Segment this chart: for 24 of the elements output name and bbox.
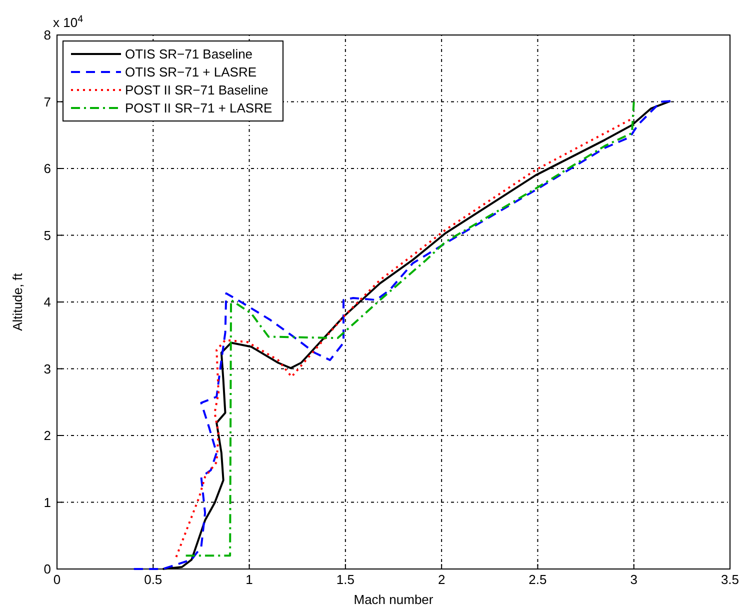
y-tick-label: 4	[44, 294, 51, 310]
legend-label: POST II SR−71 Baseline	[125, 82, 268, 98]
y-axis-title: Altitude, ft	[10, 272, 25, 331]
y-tick-label: 1	[44, 494, 51, 510]
x-tick-label: 3.5	[720, 572, 740, 587]
text: x 10$^{4}$	[53, 14, 84, 30]
x-tick-label: 3	[630, 572, 638, 587]
y-tick-label: 2	[44, 428, 51, 443]
y-tick-label: 8	[44, 28, 51, 42]
y-tick-label: 5	[44, 228, 51, 243]
legend-label: OTIS SR−71 + LASRE	[125, 64, 257, 80]
y-tick-label: 0	[44, 562, 51, 576]
x-tick-label: 1	[246, 572, 253, 587]
x-tick-label: 2.5	[528, 572, 547, 587]
x-tick-label: 0	[53, 572, 61, 587]
x-axis-title: Mach number	[354, 592, 434, 607]
legend-label: POST II SR−71 + LASRE	[125, 100, 272, 116]
legend-label: OTIS SR−71 Baseline	[125, 46, 253, 62]
x-tick-label: 0.5	[144, 572, 162, 587]
y-tick-label: 3	[44, 361, 51, 376]
x-tick-label: 2	[438, 572, 446, 587]
y-tick-label: 7	[44, 94, 51, 110]
y-tick-label: 6	[44, 161, 51, 176]
x-tick-label: 1.5	[336, 572, 354, 587]
